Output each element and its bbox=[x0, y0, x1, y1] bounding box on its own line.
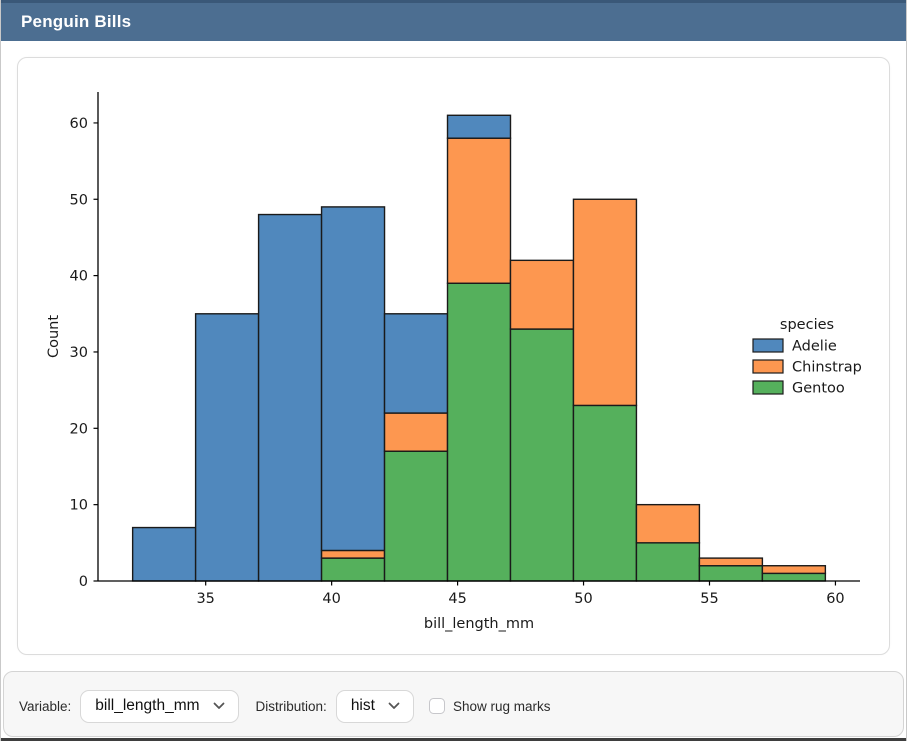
bar-segment-adelie bbox=[131, 526, 197, 582]
legend-swatch-adelie bbox=[752, 338, 784, 353]
bar-segment-chinstrap bbox=[635, 503, 701, 544]
bar-segment-gentoo bbox=[698, 565, 764, 582]
histogram-chart: 35 40 45 50 55 60 0 10 20 30 40 50 60 bill_length_mm C… bbox=[46, 92, 862, 632]
legend: species Adelie Chinstrap Gentoo bbox=[752, 317, 862, 397]
chevron-down-icon bbox=[388, 702, 400, 709]
bar-segment-chinstrap bbox=[320, 549, 386, 559]
distribution-label: Distribution: bbox=[255, 698, 327, 714]
bar-segment-adelie bbox=[320, 206, 386, 552]
controls-bar: Variable: bill_length_mm Distribution: h… bbox=[3, 671, 904, 737]
bar-segment-adelie bbox=[383, 313, 449, 414]
bar-segment-gentoo bbox=[635, 542, 701, 582]
bar-segment-gentoo bbox=[761, 572, 827, 582]
legend-label: Adelie bbox=[792, 339, 837, 355]
chevron-down-icon bbox=[213, 702, 224, 709]
bar-segment-chinstrap bbox=[509, 259, 575, 330]
bar-segment-gentoo bbox=[509, 328, 575, 582]
bars bbox=[131, 114, 827, 582]
bar-segment-gentoo bbox=[383, 450, 449, 582]
variable-select-value: bill_length_mm bbox=[95, 696, 200, 714]
distribution-select-value: hist bbox=[350, 696, 375, 714]
bar-segment-adelie bbox=[194, 313, 260, 582]
bar-segment-gentoo bbox=[446, 282, 512, 582]
legend-label: Chinstrap bbox=[792, 360, 862, 376]
x-tick-label: 60 bbox=[826, 591, 844, 607]
title-bar: Penguin Bills bbox=[1, 0, 906, 41]
bar-segment-adelie bbox=[257, 213, 323, 582]
chart-card: 35 40 45 50 55 60 0 10 20 30 40 50 60 bill_length_mm C… bbox=[17, 57, 890, 655]
y-tick-label: 10 bbox=[70, 498, 88, 514]
y-tick-label: 40 bbox=[70, 269, 88, 285]
show-rug-checkbox[interactable] bbox=[428, 698, 445, 714]
x-axis-label: bill_length_mm bbox=[424, 616, 534, 632]
legend-title: species bbox=[780, 317, 834, 333]
y-axis: 0 10 20 30 40 50 60 bbox=[70, 116, 98, 590]
bar-segment-gentoo bbox=[320, 557, 386, 582]
page-title: Penguin Bills bbox=[21, 12, 132, 31]
legend-label: Gentoo bbox=[792, 381, 845, 397]
y-tick-label: 60 bbox=[70, 116, 88, 132]
bar-segment-chinstrap bbox=[383, 412, 449, 452]
window-bottom-edge bbox=[1, 738, 906, 741]
bar-segment-chinstrap bbox=[572, 198, 638, 407]
show-rug-label[interactable]: Show rug marks bbox=[452, 698, 551, 714]
y-tick-label: 0 bbox=[79, 574, 88, 590]
variable-select[interactable]: bill_length_mm bbox=[80, 689, 239, 723]
x-tick-label: 55 bbox=[700, 591, 718, 607]
y-tick-label: 50 bbox=[70, 192, 88, 208]
x-axis: 35 40 45 50 55 60 bbox=[196, 581, 845, 607]
bar-segment-chinstrap bbox=[761, 565, 827, 575]
legend-swatch-chinstrap bbox=[752, 359, 784, 374]
x-tick-label: 50 bbox=[574, 591, 592, 607]
bar-segment-chinstrap bbox=[446, 137, 512, 284]
y-tick-label: 20 bbox=[70, 421, 88, 437]
x-tick-label: 35 bbox=[196, 591, 214, 607]
legend-swatch-gentoo bbox=[752, 380, 784, 395]
y-tick-label: 30 bbox=[70, 345, 88, 361]
x-tick-label: 45 bbox=[448, 591, 466, 607]
y-axis-label: Count bbox=[46, 315, 62, 358]
bar-segment-chinstrap bbox=[698, 557, 764, 567]
bar-segment-gentoo bbox=[572, 404, 638, 582]
x-tick-label: 40 bbox=[322, 591, 340, 607]
bar-segment-adelie bbox=[446, 114, 512, 139]
distribution-select[interactable]: hist bbox=[335, 689, 414, 723]
variable-label: Variable: bbox=[19, 698, 72, 714]
